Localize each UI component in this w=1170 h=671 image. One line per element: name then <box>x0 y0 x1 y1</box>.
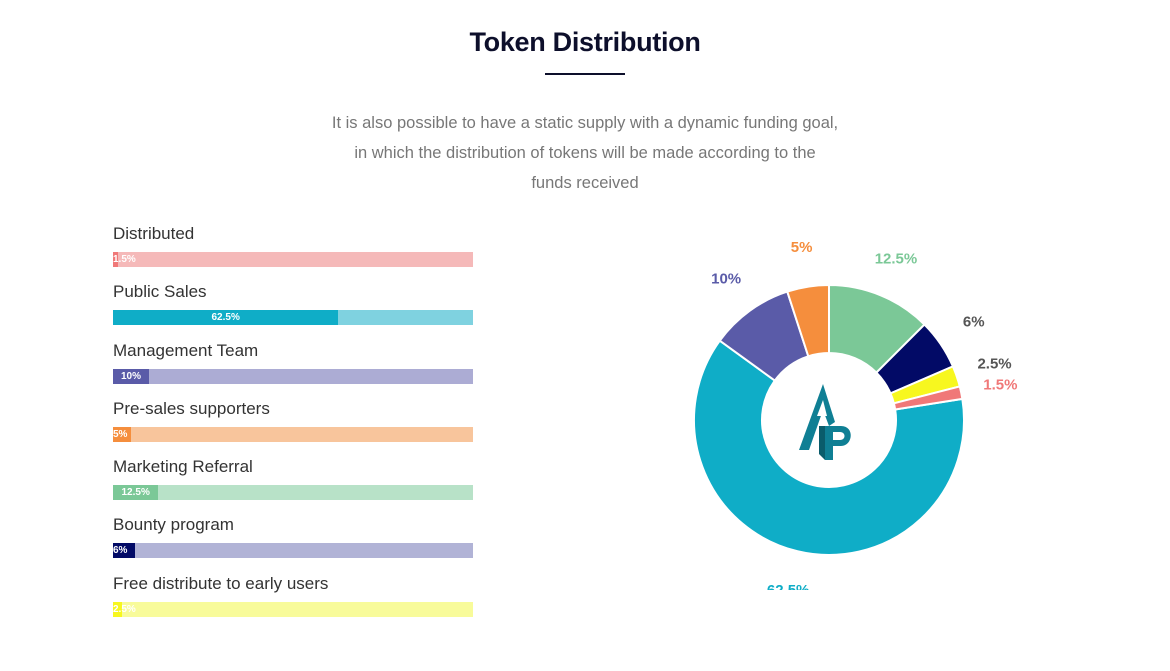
bar-track: 1.5% <box>113 252 473 267</box>
bar-track: 6% <box>113 543 473 559</box>
subtitle-line-2: in which the distribution of tokens will… <box>354 144 816 162</box>
bar-row: Marketing Referral 12.5% <box>113 455 473 513</box>
donut-slice-label: 62.5% <box>767 582 810 590</box>
bar-track: 62.5% <box>113 310 473 326</box>
bar-fill <box>113 543 135 559</box>
bar-track: 2.5% <box>113 601 473 617</box>
bar-row: Pre-sales supporters 5% <box>113 397 473 455</box>
bar-row: Bounty program 6% <box>113 513 473 571</box>
bar-row: Public Sales 62.5% <box>113 280 473 338</box>
title-underline <box>545 73 625 75</box>
ap-logo-icon <box>799 384 851 460</box>
donut-slice-label: 12.5% <box>875 250 918 267</box>
page-title: Token Distribution <box>469 27 701 57</box>
distribution-bar-list: Distributed 1.5% Public Sales 62.5% Manageme… <box>113 222 473 630</box>
bar-value-label: 10% <box>121 370 142 382</box>
subtitle-line-1: It is also possible to have a static sup… <box>331 114 839 132</box>
donut-slice <box>892 385 964 411</box>
bar-value-label: 2.5% <box>113 603 136 615</box>
bar-label: Marketing Referral <box>113 457 253 477</box>
page-subtitle: It is also possible to have a static sup… <box>285 108 885 198</box>
bar-value-label: 12.5% <box>121 487 150 499</box>
bar-label: Pre-sales supporters <box>113 398 270 418</box>
bar-label: Free distribute to early users <box>113 573 329 593</box>
bar-fill <box>113 310 338 326</box>
donut-slice-label: 6% <box>963 314 985 331</box>
bar-value-label: 62.5% <box>211 312 240 324</box>
bar-label: Bounty program <box>113 515 234 535</box>
bar-label: Distributed <box>113 224 195 243</box>
donut-slice <box>693 339 965 556</box>
bar-row: Free distribute to early users 2.5% <box>113 572 473 630</box>
subtitle-line-3: funds received <box>531 174 639 192</box>
bar-fill <box>113 252 119 267</box>
bar-label: Public Sales <box>113 282 207 302</box>
bar-row: Management Team 10% <box>113 339 473 397</box>
bar-fill <box>113 485 158 501</box>
donut-slice-label: 10% <box>711 270 741 287</box>
bar-row: Distributed 1.5% <box>113 222 473 280</box>
distribution-donut-chart: 62.5% 10% 5% 12.5% 6% 2.5% 1.5% <box>693 239 1017 590</box>
bar-fill <box>113 601 122 617</box>
bar-fill <box>113 368 149 384</box>
bar-fill <box>113 426 131 442</box>
bar-value-label: 1.5% <box>113 254 136 265</box>
bar-track: 5% <box>113 426 473 442</box>
bar-track: 10% <box>113 368 473 384</box>
bar-value-label: 6% <box>113 545 128 557</box>
bar-track: 12.5% <box>113 485 473 501</box>
bar-label: Management Team <box>113 340 259 360</box>
donut-slice-label: 5% <box>791 239 813 256</box>
donut-slice-label: 1.5% <box>983 377 1017 394</box>
bar-value-label: 5% <box>113 428 128 440</box>
donut-slice-label: 2.5% <box>977 355 1011 372</box>
